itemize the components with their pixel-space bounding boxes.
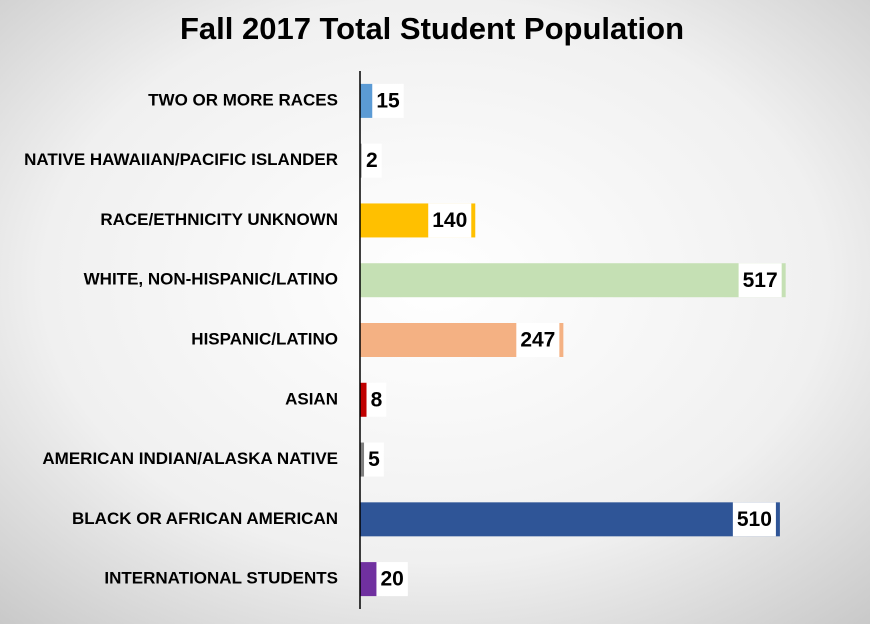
bar bbox=[360, 502, 780, 537]
data-label: 5 bbox=[368, 448, 380, 471]
y-tick-label: INTERNATIONAL STUDENTS bbox=[104, 569, 338, 588]
y-tick-label: AMERICAN INDIAN/ALASKA NATIVE bbox=[42, 449, 338, 468]
bar bbox=[360, 382, 367, 417]
y-tick-label: RACE/ETHNICITY UNKNOWN bbox=[100, 210, 338, 229]
y-tick-label: NATIVE HAWAIIAN/PACIFIC ISLANDER bbox=[24, 150, 338, 169]
data-label-box bbox=[738, 263, 782, 298]
data-label-box bbox=[366, 382, 387, 417]
chart-title: Fall 2017 Total Student Population bbox=[180, 11, 684, 46]
bar bbox=[360, 263, 786, 298]
data-label: 2 bbox=[366, 149, 378, 172]
y-tick-label: BLACK OR AFRICAN AMERICAN bbox=[72, 509, 338, 528]
data-label-box bbox=[364, 442, 384, 477]
bar bbox=[360, 562, 377, 597]
y-tick-label: TWO OR MORE RACES bbox=[148, 90, 338, 109]
data-label: 140 bbox=[432, 209, 467, 232]
data-label: 20 bbox=[380, 568, 403, 591]
data-label-box bbox=[362, 143, 382, 178]
data-label: 247 bbox=[520, 329, 555, 352]
data-label-box bbox=[428, 203, 472, 238]
bar bbox=[360, 83, 373, 118]
data-label: 8 bbox=[371, 388, 383, 411]
data-label-box bbox=[732, 502, 776, 537]
y-tick-label: ASIAN bbox=[285, 389, 338, 408]
bar bbox=[360, 143, 362, 178]
y-tick-label: HISPANIC/LATINO bbox=[191, 329, 338, 348]
data-label: 510 bbox=[737, 508, 772, 531]
data-label: 517 bbox=[743, 269, 778, 292]
data-label: 15 bbox=[376, 89, 400, 112]
data-label-box bbox=[516, 323, 560, 357]
data-label-box bbox=[376, 562, 408, 597]
data-label-box bbox=[372, 83, 404, 118]
y-tick-label: WHITE, NON-HISPANIC/LATINO bbox=[84, 270, 338, 289]
bar bbox=[360, 442, 365, 477]
